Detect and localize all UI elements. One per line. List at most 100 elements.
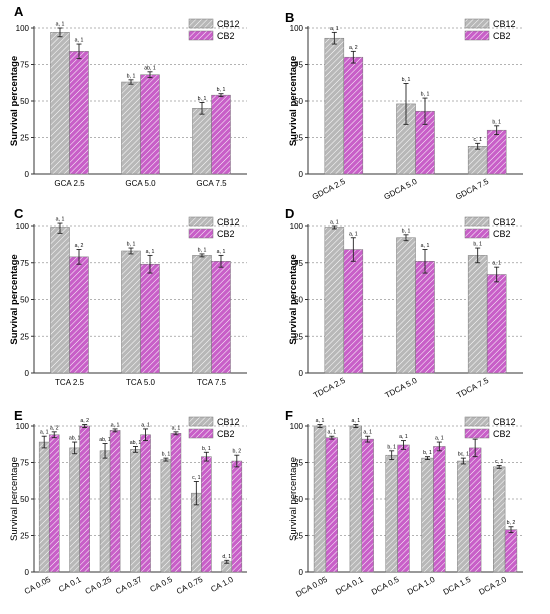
y-tick-label: 75 bbox=[294, 459, 303, 468]
legend-swatch-cb2 bbox=[464, 30, 490, 41]
significance-label: b, 1 bbox=[127, 73, 136, 79]
bar-cb2 bbox=[79, 425, 90, 573]
y-tick-label: 0 bbox=[299, 568, 304, 577]
y-tick-label: 75 bbox=[20, 459, 29, 468]
panel-letter: D bbox=[285, 206, 294, 221]
bar-cb12 bbox=[38, 441, 50, 573]
y-tick-label: 100 bbox=[16, 24, 30, 33]
y-tick-label: 50 bbox=[20, 495, 29, 504]
significance-label: b, 1 bbox=[162, 452, 171, 458]
x-tick-label: CA 0.05 bbox=[23, 575, 53, 597]
significance-label: b, 1 bbox=[387, 444, 396, 450]
x-tick-label: GDCA 7.5 bbox=[454, 177, 491, 202]
bar-cb12 bbox=[99, 450, 111, 573]
x-tick-label: CA 0.5 bbox=[148, 575, 174, 594]
significance-label: a, 1 bbox=[328, 430, 337, 436]
significance-label: a, 2 bbox=[80, 418, 89, 424]
legend-label: CB12 bbox=[493, 217, 516, 227]
panel-d: D 0 25 50 75 100 Survival percentage a, 1 a, 1 TD… bbox=[285, 206, 523, 400]
x-tick-label: GDCA 5.0 bbox=[382, 177, 419, 202]
bar-cb2 bbox=[361, 438, 374, 573]
bar-cb2 bbox=[486, 129, 507, 175]
legend: CB12 CB2 bbox=[188, 18, 240, 41]
bar-cb2 bbox=[433, 446, 446, 573]
significance-label: a, 1 bbox=[330, 220, 339, 226]
x-tick-label: DCA 2.0 bbox=[477, 575, 508, 597]
x-tick-label: CA 0.37 bbox=[114, 575, 144, 597]
significance-label: c, 1 bbox=[192, 475, 200, 481]
y-axis-label: Survival percentage bbox=[9, 457, 20, 541]
x-tick-label: TCA 5.0 bbox=[126, 378, 155, 387]
x-tick-label: DCA 1.0 bbox=[406, 575, 437, 597]
x-tick-label: TCA 2.5 bbox=[55, 378, 84, 387]
legend-label: CB12 bbox=[217, 19, 240, 29]
bar-cb2 bbox=[140, 74, 160, 175]
significance-label: a, 1 bbox=[352, 418, 361, 424]
bar-cb12 bbox=[493, 466, 506, 573]
legend-label: CB2 bbox=[493, 31, 511, 41]
y-axis-label: Survival percentage bbox=[288, 56, 299, 146]
x-tick-label: GCA 2.5 bbox=[54, 179, 85, 188]
x-tick-label: DCA 0.5 bbox=[370, 575, 401, 597]
y-tick-label: 25 bbox=[20, 332, 29, 341]
panel-letter: A bbox=[14, 4, 24, 19]
bar-cb12 bbox=[385, 454, 398, 573]
legend-swatch-cb12 bbox=[464, 416, 490, 427]
x-tick-label: GDCA 2.5 bbox=[311, 177, 348, 202]
legend-swatch-cb12 bbox=[464, 216, 490, 227]
y-tick-label: 25 bbox=[20, 532, 29, 541]
y-tick-label: 75 bbox=[294, 61, 303, 70]
x-tick-label: CA 0.25 bbox=[84, 575, 114, 597]
significance-label: a, 2 bbox=[50, 425, 59, 431]
significance-label: b, 2 bbox=[507, 520, 516, 526]
y-axis-label: Survival percentage bbox=[288, 254, 299, 344]
significance-label: ab, 1 bbox=[130, 440, 142, 446]
significance-label: b, 1 bbox=[198, 96, 207, 102]
y-tick-label: 50 bbox=[294, 296, 303, 305]
significance-label: a, 1 bbox=[56, 217, 65, 223]
significance-label: a, 2 bbox=[349, 45, 358, 51]
significance-label: c, 1 bbox=[495, 459, 503, 465]
x-tick-label: TDCA 5.0 bbox=[384, 376, 419, 400]
significance-label: a, 1 bbox=[399, 434, 408, 440]
bar-cb2 bbox=[343, 249, 364, 374]
significance-label: a, 2 bbox=[75, 243, 84, 249]
y-tick-label: 75 bbox=[20, 61, 29, 70]
bar-cb2 bbox=[415, 261, 435, 374]
panel-letter: B bbox=[285, 10, 294, 25]
legend-swatch-cb12 bbox=[188, 18, 214, 29]
x-tick-label: GCA 7.5 bbox=[196, 179, 227, 188]
bar-cb12 bbox=[69, 447, 80, 573]
panel-a: A 0 25 50 75 100 Survival percentage a, 1 a, 1 GC… bbox=[9, 4, 247, 188]
legend-label: CB2 bbox=[217, 429, 235, 439]
panel-letter: C bbox=[14, 206, 24, 221]
significance-label: b, 2 bbox=[232, 449, 241, 455]
bar-cb12 bbox=[192, 255, 212, 374]
y-axis-label: Survival percentage bbox=[9, 56, 20, 146]
y-axis-label: Survival percentage bbox=[288, 457, 299, 541]
significance-label: a, 1 bbox=[492, 261, 501, 267]
y-tick-label: 100 bbox=[290, 422, 304, 431]
legend-swatch-cb2 bbox=[188, 228, 214, 239]
bar-cb2 bbox=[469, 447, 482, 573]
significance-label: a, 1 bbox=[421, 243, 430, 249]
significance-label: a, 1 bbox=[146, 249, 155, 255]
y-tick-label: 0 bbox=[25, 568, 30, 577]
y-tick-label: 25 bbox=[20, 134, 29, 143]
x-tick-label: TDCA 7.5 bbox=[455, 376, 490, 400]
legend: CB12 CB2 bbox=[464, 416, 516, 439]
significance-label: b, 1 bbox=[402, 77, 411, 83]
significance-label: b, 1 bbox=[402, 228, 411, 234]
bar-cb2 bbox=[504, 529, 518, 573]
significance-label: a, 1 bbox=[172, 425, 181, 431]
y-tick-label: 25 bbox=[294, 532, 303, 541]
y-tick-label: 100 bbox=[16, 422, 30, 431]
y-tick-label: 50 bbox=[294, 97, 303, 106]
y-tick-label: 25 bbox=[294, 134, 303, 143]
x-tick-label: DCA 0.05 bbox=[294, 575, 329, 599]
legend-swatch-cb12 bbox=[188, 416, 214, 427]
significance-label: c, 1 bbox=[473, 137, 481, 143]
y-tick-label: 100 bbox=[290, 24, 304, 33]
